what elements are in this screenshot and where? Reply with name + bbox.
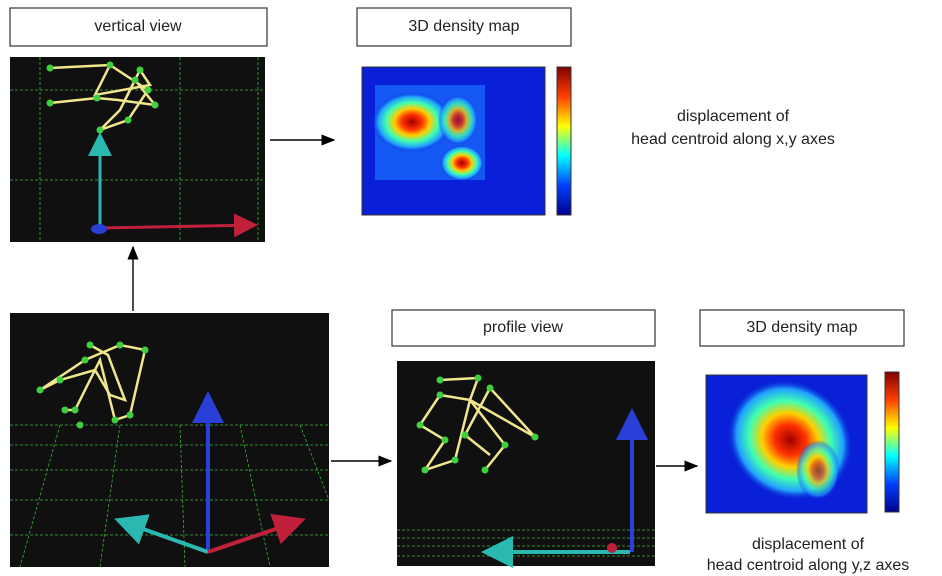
map-label: 3D density map (408, 18, 519, 35)
3d-view-panel (10, 313, 329, 567)
density-map (362, 67, 571, 215)
density-map (703, 355, 899, 525)
view-label: vertical view (94, 18, 182, 35)
caption-line: head centroid along x,y axes (631, 131, 835, 148)
caption-line: displacement of (677, 108, 790, 125)
caption-line: head centroid along y,z axes (707, 557, 910, 574)
profile-view-panel (397, 361, 655, 566)
view-label: profile view (483, 319, 563, 336)
diagram: vertical view 3D density map displacemen… (0, 0, 942, 576)
map-label: 3D density map (746, 319, 857, 336)
vertical-view-panel (10, 57, 265, 242)
caption-line: displacement of (752, 536, 865, 553)
